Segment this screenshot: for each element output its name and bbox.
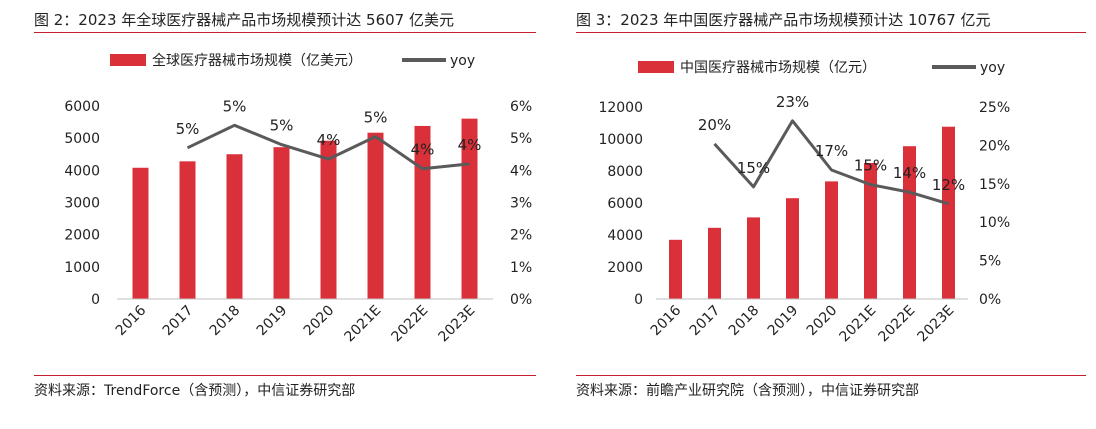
y-left-tick-label: 2000 bbox=[64, 228, 100, 244]
y-right-tick-label: 25% bbox=[979, 100, 1010, 116]
yoy-line bbox=[713, 119, 949, 206]
y-right-tick-label: 4% bbox=[510, 163, 532, 179]
yoy-data-label: 5% bbox=[364, 109, 388, 127]
bar bbox=[786, 198, 799, 299]
yoy-data-label: 4% bbox=[458, 136, 482, 154]
yoy-data-label: 15% bbox=[737, 159, 770, 177]
x-tick-label: 2018 bbox=[726, 303, 763, 340]
x-tick-label: 2017 bbox=[687, 303, 724, 340]
source-rule bbox=[576, 375, 1086, 376]
y-left-tick-label: 10000 bbox=[598, 132, 643, 148]
x-tick-label: 2020 bbox=[804, 303, 841, 340]
legend-bar-swatch bbox=[638, 61, 674, 73]
y-right-tick-label: 5% bbox=[979, 254, 1001, 270]
yoy-data-label: 5% bbox=[176, 120, 200, 138]
y-left-tick-label: 4000 bbox=[64, 163, 100, 179]
y-right-tick-label: 10% bbox=[979, 215, 1010, 231]
title-rule bbox=[34, 32, 536, 33]
yoy-data-label: 23% bbox=[776, 93, 809, 111]
yoy-data-label: 14% bbox=[893, 164, 926, 182]
source-rule bbox=[34, 375, 536, 376]
yoy-data-label: 15% bbox=[854, 157, 887, 175]
bar bbox=[903, 146, 916, 299]
china-market-chart: 中国医疗器械市场规模（亿元） yoy 0 2000 4000 6000 8000 10000 1… bbox=[598, 59, 1010, 346]
yoy-data-label: 4% bbox=[411, 141, 435, 159]
y-right-tick-label: 2% bbox=[510, 228, 532, 244]
yoy-data-label: 5% bbox=[270, 117, 294, 135]
yoy-data-label: 4% bbox=[317, 131, 341, 149]
source-note: 资料来源：前瞻产业研究院（含预测），中信证券研究部 bbox=[576, 383, 919, 399]
y-left-tick-label: 0 bbox=[634, 292, 643, 308]
yoy-line bbox=[186, 123, 470, 171]
figure-title: 图 2：2023 年全球医疗器械产品市场规模预计达 5607 亿美元 bbox=[34, 11, 454, 29]
y-right-tick-label: 3% bbox=[510, 196, 532, 212]
y-left-tick-label: 8000 bbox=[607, 164, 643, 180]
global-market-chart: 全球医疗器械市场规模（亿美元） yoy 0 1000 2000 3000 4000 5000 6… bbox=[64, 52, 532, 346]
x-tick-label: 2019 bbox=[765, 303, 802, 340]
yoy-data-label: 17% bbox=[815, 142, 848, 160]
legend-bar-label: 全球医疗器械市场规模（亿美元） bbox=[152, 52, 362, 69]
figure-2-panel: 图 2：2023 年全球医疗器械产品市场规模预计达 5607 亿美元 全球医疗器… bbox=[34, 11, 536, 399]
x-tick-label: 2020 bbox=[301, 303, 338, 340]
x-tick-label: 2022E bbox=[876, 303, 919, 346]
y-left-tick-label: 6000 bbox=[607, 196, 643, 212]
legend-bar-swatch bbox=[110, 54, 146, 66]
source-note: 资料来源：TrendForce（含预测），中信证券研究部 bbox=[34, 383, 356, 399]
bar bbox=[226, 154, 243, 299]
bar bbox=[179, 161, 196, 299]
y-right-tick-label: 0% bbox=[979, 292, 1001, 308]
x-tick-label: 2018 bbox=[207, 303, 244, 340]
x-tick-label: 2019 bbox=[254, 303, 291, 340]
yoy-data-label: 20% bbox=[698, 116, 731, 134]
x-tick-label: 2023E bbox=[915, 303, 958, 346]
x-tick-label: 2016 bbox=[648, 302, 685, 339]
yoy-data-label: 12% bbox=[932, 176, 965, 194]
y-right-tick-label: 1% bbox=[510, 260, 532, 276]
x-tick-label: 2016 bbox=[113, 302, 150, 339]
title-rule bbox=[576, 32, 1086, 33]
y-right-tick-label: 20% bbox=[979, 138, 1010, 154]
bar bbox=[367, 132, 384, 299]
y-left-tick-label: 3000 bbox=[64, 196, 100, 212]
y-left-tick-label: 1000 bbox=[64, 260, 100, 276]
bar bbox=[669, 239, 682, 299]
bar bbox=[864, 163, 877, 299]
y-right-tick-label: 0% bbox=[510, 292, 532, 308]
figure-title: 图 3：2023 年中国医疗器械产品市场规模预计达 10767 亿元 bbox=[576, 11, 991, 29]
yoy-data-label: 5% bbox=[223, 97, 247, 115]
x-tick-label: 2022E bbox=[389, 303, 432, 346]
y-left-tick-label: 4000 bbox=[607, 228, 643, 244]
y-left-tick-label: 6000 bbox=[64, 99, 100, 115]
bar bbox=[825, 181, 838, 299]
bar bbox=[708, 227, 721, 299]
y-left-tick-label: 2000 bbox=[607, 260, 643, 276]
y-right-tick-label: 6% bbox=[510, 99, 532, 115]
x-tick-label: 2023E bbox=[436, 303, 479, 346]
figure-3-panel: 图 3：2023 年中国医疗器械产品市场规模预计达 10767 亿元 中国医疗器… bbox=[548, 0, 1096, 429]
bar bbox=[273, 147, 290, 299]
x-tick-label: 2021E bbox=[342, 303, 385, 346]
y-left-tick-label: 0 bbox=[91, 292, 100, 308]
legend-bar-label: 中国医疗器械市场规模（亿元） bbox=[680, 59, 876, 76]
bar bbox=[132, 167, 149, 299]
bar bbox=[942, 126, 955, 299]
y-right-tick-label: 5% bbox=[510, 131, 532, 147]
legend-line-label: yoy bbox=[450, 53, 475, 69]
bar bbox=[320, 140, 337, 299]
y-left-tick-label: 5000 bbox=[64, 131, 100, 147]
bar bbox=[747, 217, 760, 299]
y-left-tick-label: 12000 bbox=[598, 100, 643, 116]
y-right-tick-label: 15% bbox=[979, 177, 1010, 193]
legend-line-label: yoy bbox=[980, 60, 1005, 76]
x-tick-label: 2021E bbox=[837, 303, 880, 346]
x-tick-label: 2017 bbox=[160, 303, 197, 340]
